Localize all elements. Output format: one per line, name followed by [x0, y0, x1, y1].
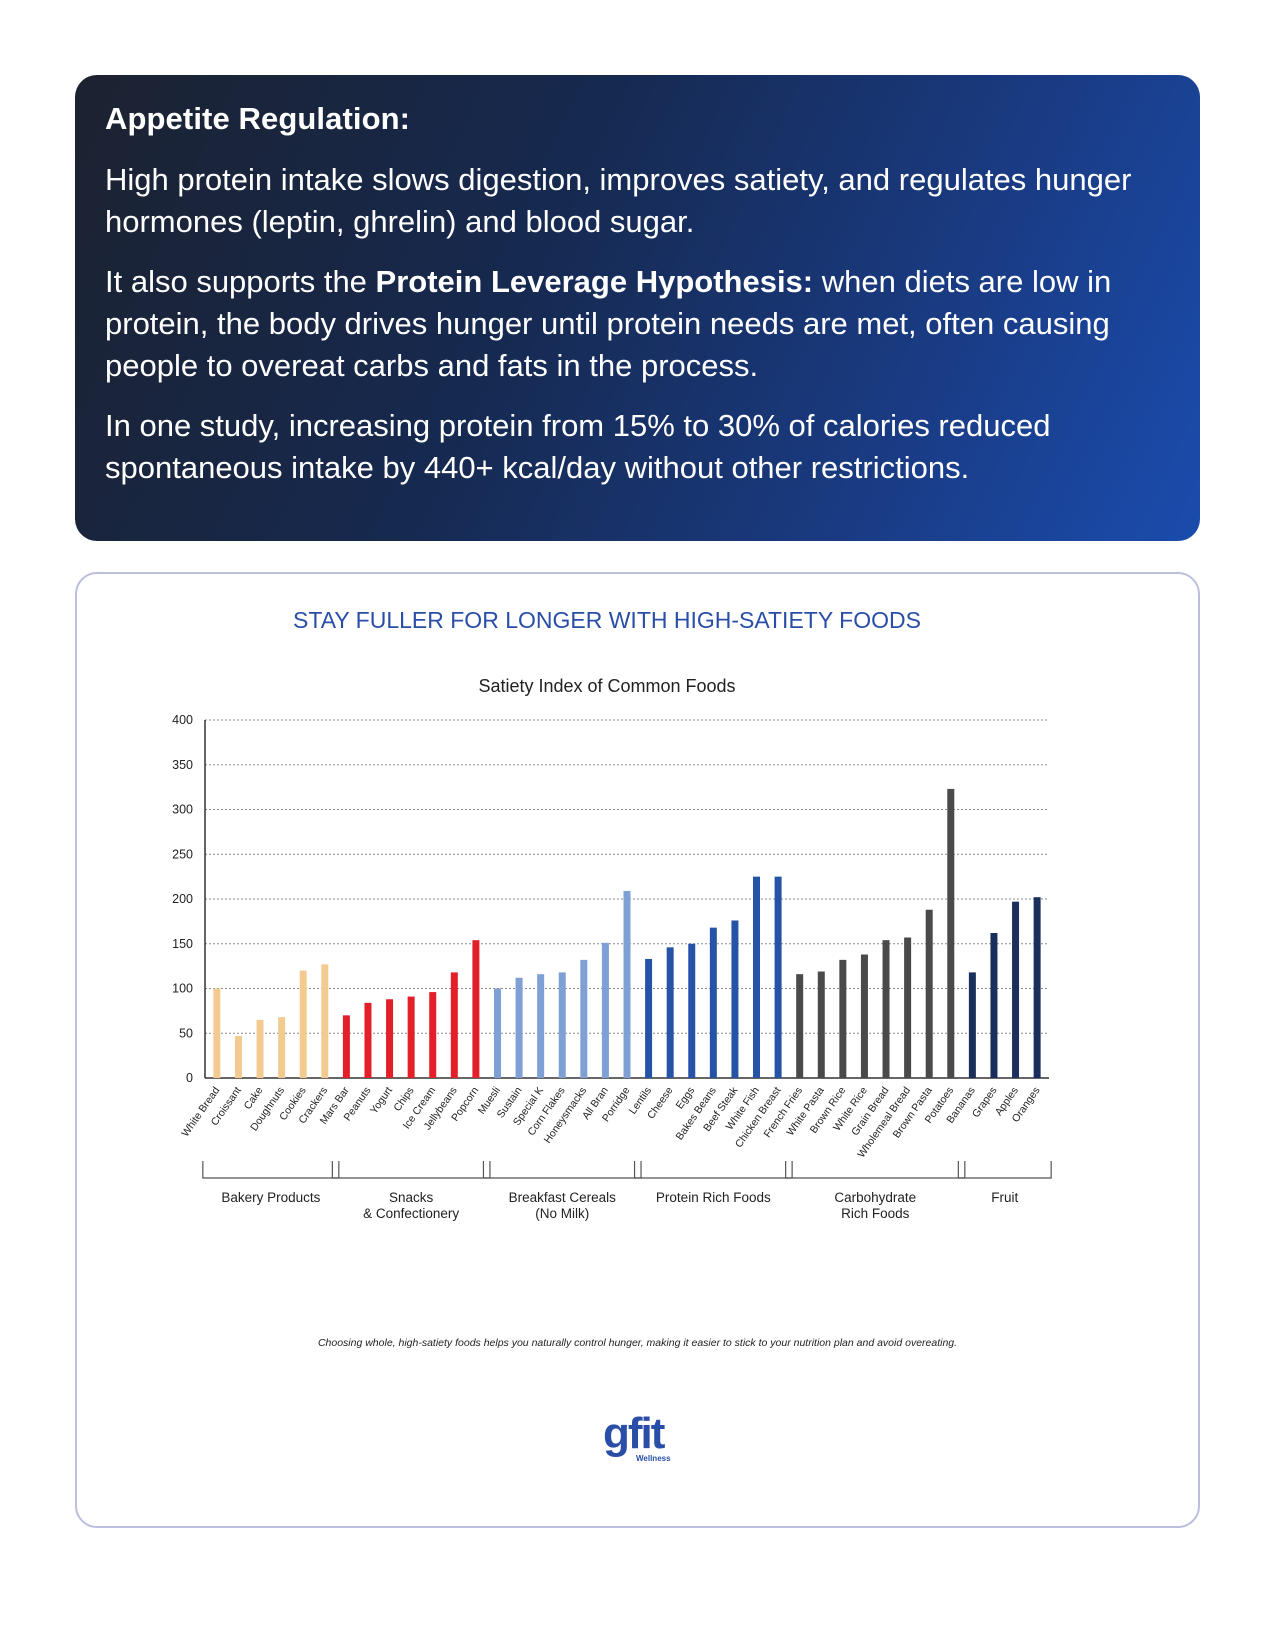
bar: [213, 988, 221, 1078]
bar: [601, 942, 609, 1078]
group-label: (No Milk): [535, 1206, 589, 1221]
y-tick-label: 150: [172, 937, 193, 951]
bar: [515, 977, 523, 1078]
y-tick-label: 400: [172, 713, 193, 727]
logo-subtitle: Wellness: [636, 1454, 671, 1463]
group-bracket: [785, 1161, 966, 1179]
y-tick-label: 350: [172, 758, 193, 772]
y-tick-label: 100: [172, 982, 193, 996]
group-label: & Confectionery: [363, 1206, 459, 1221]
bar: [342, 1015, 350, 1078]
bar: [796, 974, 804, 1078]
bar: [278, 1017, 286, 1078]
group-bracket: [633, 1161, 793, 1179]
para2-bold: Protein Leverage Hypothesis:: [375, 264, 814, 299]
bar: [645, 958, 653, 1078]
y-tick-label: 50: [179, 1026, 193, 1040]
y-tick-label: 0: [186, 1071, 193, 1085]
info-paragraph-3: In one study, increasing protein from 15…: [105, 408, 1051, 485]
chart-title: Satiety Index of Common Foods: [478, 676, 735, 696]
bar: [256, 1019, 264, 1078]
info-paragraph-2: It also supports the Protein Leverage Hy…: [105, 261, 1170, 387]
para2-suffix: when diets are low in protein, the body …: [105, 264, 1112, 383]
info-heading: Appetite Regulation:: [105, 101, 411, 136]
info-paragraph-1: High protein intake slows digestion, imp…: [105, 162, 1132, 239]
bar: [407, 996, 415, 1078]
group-label: Bakery Products: [221, 1190, 320, 1205]
bar: [709, 927, 717, 1078]
bar: [580, 959, 588, 1078]
para2-prefix: It also supports the: [105, 264, 376, 299]
bar: [947, 788, 955, 1078]
bar: [472, 940, 480, 1078]
group-label: Carbohydrate: [834, 1190, 916, 1205]
bar: [882, 940, 890, 1078]
info-card: Appetite Regulation: High protein intake…: [75, 75, 1200, 541]
y-tick-label: 300: [172, 803, 193, 817]
bar: [558, 972, 566, 1078]
y-tick-label: 200: [172, 892, 193, 906]
logo-wordmark: gfit: [603, 1409, 665, 1458]
bars-layer: [213, 788, 1041, 1078]
bar: [904, 937, 912, 1078]
bar: [1033, 897, 1041, 1078]
bar: [364, 1002, 372, 1078]
x-tick-label: Yogurt: [368, 1085, 395, 1117]
group-label: Breakfast Cereals: [509, 1190, 617, 1205]
bar: [968, 972, 976, 1078]
bar: [429, 992, 437, 1078]
bar: [234, 1035, 242, 1078]
bar: [839, 959, 847, 1078]
chart-headline: STAY FULLER FOR LONGER WITH HIGH-SATIETY…: [293, 607, 921, 633]
bar: [990, 933, 998, 1078]
bar: [817, 971, 825, 1078]
bar: [386, 999, 394, 1078]
bar: [731, 920, 739, 1078]
group-label: Snacks: [389, 1190, 434, 1205]
bar: [688, 943, 696, 1078]
group-bracket: [331, 1161, 491, 1179]
bar: [493, 988, 501, 1078]
y-tick-label: 250: [172, 847, 193, 861]
bar: [774, 876, 782, 1078]
bar: [537, 974, 545, 1078]
group-brackets-layer: Bakery Products Snacks& Confectionery Brea…: [202, 1161, 1052, 1221]
bar: [623, 890, 631, 1078]
group-bracket: [482, 1161, 642, 1179]
bar: [860, 954, 868, 1078]
bar: [321, 964, 329, 1078]
group-label: Rich Foods: [841, 1206, 910, 1221]
group-bracket: [957, 1161, 1052, 1179]
group-label: Protein Rich Foods: [656, 1190, 771, 1205]
group-bracket: [202, 1161, 340, 1179]
bar: [299, 970, 307, 1078]
group-label: Fruit: [991, 1190, 1018, 1205]
x-labels-layer: White BreadCroissantCakeDoughnutsCookies…: [179, 1084, 1042, 1160]
bar: [753, 876, 761, 1078]
bar: [1012, 901, 1020, 1078]
bar: [666, 947, 674, 1078]
bar: [450, 972, 458, 1078]
chart-card: STAY FULLER FOR LONGER WITH HIGH-SATIETY…: [75, 572, 1200, 1528]
gfit-logo: gfit Wellness: [603, 1412, 683, 1472]
footnote: Choosing whole, high-satiety foods helps…: [317, 1337, 958, 1349]
satiety-chart: STAY FULLER FOR LONGER WITH HIGH-SATIETY…: [172, 607, 1052, 1221]
bar: [925, 909, 933, 1078]
